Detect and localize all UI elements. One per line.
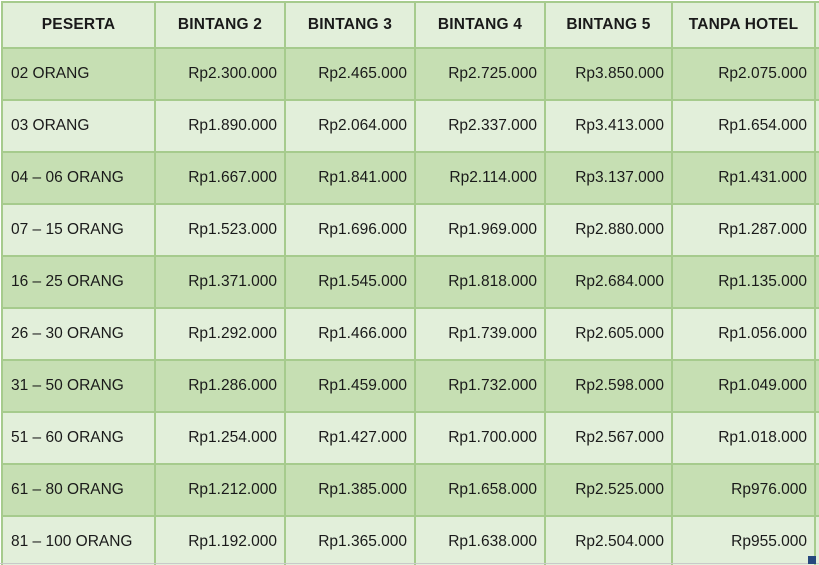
price-cell: Rp1.287.000 — [671, 203, 816, 257]
price-cell: Rp1.969.000 — [414, 203, 546, 257]
peserta-cell: 04 – 06 ORANG — [1, 151, 156, 205]
table-header: PESERTA BINTANG 2 BINTANG 3 BINTANG 4 BINTAN… — [1, 1, 819, 49]
table-row: 81 – 100 ORANG Rp1.192.000 Rp1.365.000 Rp1.… — [1, 515, 819, 565]
peserta-cell: 16 – 25 ORANG — [1, 255, 156, 309]
peserta-cell: 03 ORANG — [1, 99, 156, 153]
price-cell: Rp2.465.000 — [284, 47, 416, 101]
price-cell: Rp1.696.000 — [284, 203, 416, 257]
peserta-cell: 26 – 30 ORANG — [1, 307, 156, 361]
peserta-cell: 51 – 60 ORANG — [1, 411, 156, 465]
table-row: 26 – 30 ORANG Rp1.292.000 Rp1.466.000 Rp1.7… — [1, 307, 819, 361]
price-cell: Rp1.545.000 — [284, 255, 416, 309]
price-cell: Rp3.850.000 — [544, 47, 673, 101]
cropped-column-sliver — [814, 515, 819, 565]
price-cell: Rp1.292.000 — [154, 307, 286, 361]
price-cell: Rp1.667.000 — [154, 151, 286, 205]
price-cell: Rp2.605.000 — [544, 307, 673, 361]
price-cell: Rp2.525.000 — [544, 463, 673, 517]
price-cell: Rp2.684.000 — [544, 255, 673, 309]
price-cell: Rp1.049.000 — [671, 359, 816, 413]
table-row: 04 – 06 ORANG Rp1.667.000 Rp1.841.000 Rp2.1… — [1, 151, 819, 205]
price-cell: Rp1.056.000 — [671, 307, 816, 361]
price-cell: Rp2.880.000 — [544, 203, 673, 257]
price-cell: Rp1.466.000 — [284, 307, 416, 361]
price-cell: Rp1.192.000 — [154, 515, 286, 565]
table-row: 51 – 60 ORANG Rp1.254.000 Rp1.427.000 Rp1.7… — [1, 411, 819, 465]
price-cell: Rp955.000 — [671, 515, 816, 565]
price-cell: Rp1.254.000 — [154, 411, 286, 465]
price-cell: Rp976.000 — [671, 463, 816, 517]
header-row: PESERTA BINTANG 2 BINTANG 3 BINTANG 4 BINTAN… — [1, 1, 819, 49]
price-cell: Rp3.137.000 — [544, 151, 673, 205]
price-cell: Rp1.732.000 — [414, 359, 546, 413]
price-cell: Rp1.818.000 — [414, 255, 546, 309]
cropped-column-sliver — [814, 99, 819, 153]
column-header-tanpa-hotel: TANPA HOTEL — [671, 1, 816, 49]
price-cell: Rp2.114.000 — [414, 151, 546, 205]
resize-handle[interactable] — [808, 556, 816, 564]
peserta-cell: 81 – 100 ORANG — [1, 515, 156, 565]
price-cell: Rp1.654.000 — [671, 99, 816, 153]
price-cell: Rp1.890.000 — [154, 99, 286, 153]
table-row: 02 ORANG Rp2.300.000 Rp2.465.000 Rp2.725.00… — [1, 47, 819, 101]
price-cell: Rp2.567.000 — [544, 411, 673, 465]
price-cell: Rp1.286.000 — [154, 359, 286, 413]
cropped-column-sliver — [814, 255, 819, 309]
table-row: 07 – 15 ORANG Rp1.523.000 Rp1.696.000 Rp1.9… — [1, 203, 819, 257]
peserta-cell: 02 ORANG — [1, 47, 156, 101]
cropped-column-sliver — [814, 203, 819, 257]
price-cell: Rp2.300.000 — [154, 47, 286, 101]
cropped-column-sliver — [814, 151, 819, 205]
column-header-bintang-3: BINTANG 3 — [284, 1, 416, 49]
table-row: 16 – 25 ORANG Rp1.371.000 Rp1.545.000 Rp1.8… — [1, 255, 819, 309]
price-cell: Rp1.700.000 — [414, 411, 546, 465]
price-cell: Rp3.413.000 — [544, 99, 673, 153]
bottom-edge-line — [0, 563, 819, 564]
price-cell: Rp1.427.000 — [284, 411, 416, 465]
table-body: 02 ORANG Rp2.300.000 Rp2.465.000 Rp2.725.00… — [1, 47, 819, 565]
price-cell: Rp1.212.000 — [154, 463, 286, 517]
column-header-bintang-2: BINTANG 2 — [154, 1, 286, 49]
table-row: 31 – 50 ORANG Rp1.286.000 Rp1.459.000 Rp1.7… — [1, 359, 819, 413]
price-cell: Rp1.658.000 — [414, 463, 546, 517]
price-cell: Rp2.504.000 — [544, 515, 673, 565]
price-cell: Rp1.841.000 — [284, 151, 416, 205]
price-cell: Rp1.018.000 — [671, 411, 816, 465]
peserta-cell: 61 – 80 ORANG — [1, 463, 156, 517]
price-cell: Rp2.064.000 — [284, 99, 416, 153]
peserta-cell: 07 – 15 ORANG — [1, 203, 156, 257]
price-cell: Rp2.337.000 — [414, 99, 546, 153]
cropped-column-sliver — [814, 359, 819, 413]
price-cell: Rp1.385.000 — [284, 463, 416, 517]
price-cell: Rp2.725.000 — [414, 47, 546, 101]
price-cell: Rp1.365.000 — [284, 515, 416, 565]
price-cell: Rp1.459.000 — [284, 359, 416, 413]
price-cell: Rp1.431.000 — [671, 151, 816, 205]
price-cell: Rp2.075.000 — [671, 47, 816, 101]
column-header-bintang-4: BINTANG 4 — [414, 1, 546, 49]
column-header-peserta: PESERTA — [1, 1, 156, 49]
cropped-column-sliver — [814, 411, 819, 465]
price-cell: Rp1.371.000 — [154, 255, 286, 309]
cropped-column-sliver — [814, 307, 819, 361]
price-cell: Rp2.598.000 — [544, 359, 673, 413]
price-cell: Rp1.135.000 — [671, 255, 816, 309]
price-cell: Rp1.523.000 — [154, 203, 286, 257]
peserta-cell: 31 – 50 ORANG — [1, 359, 156, 413]
cropped-column-sliver — [814, 1, 819, 49]
price-cell: Rp1.739.000 — [414, 307, 546, 361]
table-row: 03 ORANG Rp1.890.000 Rp2.064.000 Rp2.337.00… — [1, 99, 819, 153]
column-header-bintang-5: BINTANG 5 — [544, 1, 673, 49]
cropped-column-sliver — [814, 463, 819, 517]
table-row: 61 – 80 ORANG Rp1.212.000 Rp1.385.000 Rp1.6… — [1, 463, 819, 517]
cropped-column-sliver — [814, 47, 819, 101]
price-cell: Rp1.638.000 — [414, 515, 546, 565]
